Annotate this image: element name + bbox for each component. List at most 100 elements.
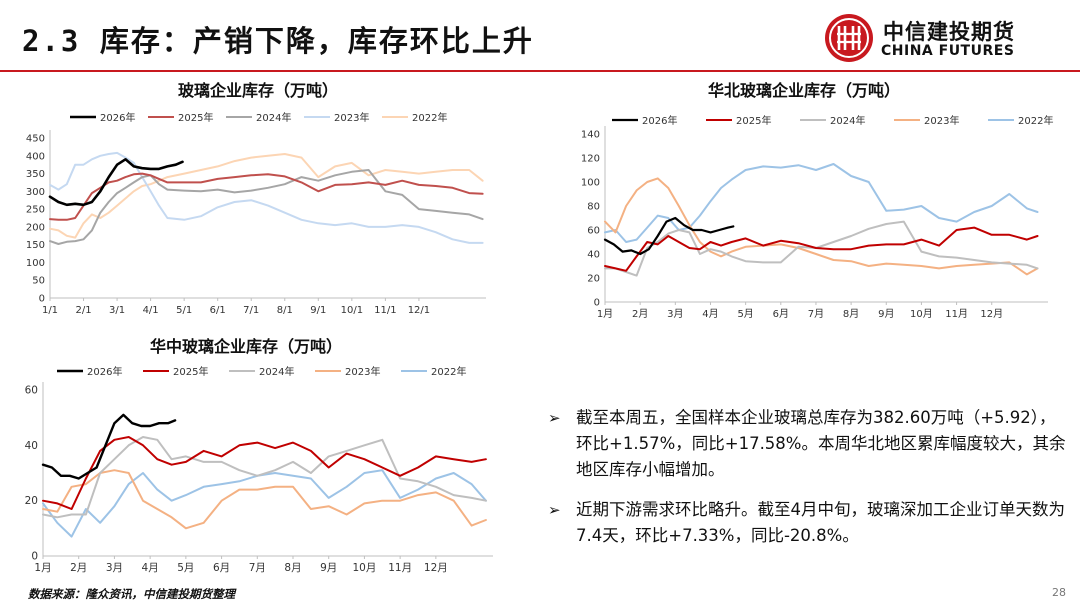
x-tick-label: 9月 [878,308,894,320]
legend-label: 2024年 [259,365,294,378]
x-tick-label: 11/1 [374,305,396,316]
x-tick-label: 1/1 [42,305,58,316]
y-tick-label: 60 [587,226,600,237]
series-line-2024年 [604,220,1039,277]
y-tick-label: 450 [26,134,45,145]
legend-label: 2025年 [178,111,213,124]
y-tick-label: 100 [26,258,45,269]
x-tick-label: 6/1 [210,305,226,316]
series-line-2026年 [48,158,184,207]
logo-text-cn: 中信建投期货 [883,20,1015,44]
company-logo: 中信建投期货 CHINA FUTURES [823,12,1067,64]
y-tick-label: 140 [581,130,600,141]
y-tick-label: 20 [587,274,600,285]
x-tick-label: 9/1 [310,305,326,316]
x-tick-label: 11月 [388,562,412,574]
commentary-text: 近期下游需求环比略升。截至4月中旬，玻璃深加工企业订单天数为7.4天，环比+7.… [576,500,1065,545]
x-tick-label: 7月 [808,308,824,320]
y-tick-label: 150 [26,240,45,251]
y-tick-label: 250 [26,205,45,216]
legend-label: 2023年 [334,111,369,124]
page-number: 28 [1052,586,1066,599]
legend-label: 2022年 [412,111,447,124]
legend-label: 2024年 [830,114,865,127]
x-tick-label: 2/1 [75,305,91,316]
chart-title: 华北玻璃企业库存（万吨） [708,81,900,100]
y-tick-label: 300 [26,187,45,198]
y-tick-label: 100 [581,178,600,189]
legend-label: 2022年 [1018,114,1053,127]
y-tick-label: 120 [581,154,600,165]
series-line-2023年 [49,151,484,244]
x-tick-label: 7月 [249,562,266,574]
series-line-2025年 [604,226,1039,272]
y-tick-label: 80 [587,202,600,213]
legend-label: 2025年 [736,114,771,127]
x-tick-label: 5月 [737,308,753,320]
legend-label: 2023年 [924,114,959,127]
x-tick-label: 3/1 [109,305,125,316]
commentary-text: 截至本周五，全国样本企业玻璃总库存为382.60万吨（+5.92），环比+1.5… [576,408,1066,479]
x-tick-label: 2月 [632,308,648,320]
series-line-2024年 [42,436,487,519]
x-tick-label: 6月 [213,562,230,574]
series-line-2022年 [604,163,1039,243]
series-line-2022年 [42,469,487,538]
y-tick-label: 40 [25,440,38,452]
x-tick-label: 9月 [320,562,337,574]
series-line-2025年 [42,436,487,510]
series-line-2024年 [49,169,484,245]
series-line-2022年 [49,153,484,239]
chart-north-china-inventory: 华北玻璃企业库存（万吨） 2026年 2025年 2024年 2023年 2022年 0 20… [560,76,1070,326]
commentary-item: ➢ 近期下游需求环比略升。截至4月中旬，玻璃深加工企业订单天数为7.4天，环比+… [548,497,1068,549]
x-tick-label: 12/1 [408,305,430,316]
x-tick-label: 6月 [773,308,789,320]
x-tick-label: 7/1 [243,305,259,316]
y-tick-label: 0 [594,298,600,309]
y-tick-label: 40 [587,250,600,261]
x-tick-label: 4月 [142,562,159,574]
y-tick-label: 50 [32,276,45,287]
header-divider [0,70,1080,72]
commentary-item: ➢ 截至本周五，全国样本企业玻璃总库存为382.60万吨（+5.92），环比+1… [548,405,1068,483]
chart-national-inventory: 玻璃企业库存（万吨） 2026年 2025年 2024年 2023年 2022年 0 50 10… [18,76,498,321]
logo-text-en: CHINA FUTURES [881,43,1015,59]
series-line-2023年 [604,177,1039,276]
legend-label: 2026年 [642,114,677,127]
x-tick-label: 10月 [352,562,376,574]
y-tick-label: 20 [25,495,38,507]
x-tick-label: 12月 [424,562,448,574]
x-tick-label: 1月 [597,308,613,320]
x-tick-label: 1月 [34,562,51,574]
y-tick-label: 200 [26,222,45,233]
logo-emblem-icon [825,14,873,62]
legend-label: 2022年 [431,365,466,378]
chart-title: 玻璃企业库存（万吨） [178,81,338,100]
y-tick-label: 0 [39,294,45,305]
y-tick-label: 60 [25,385,38,397]
y-tick-label: 350 [26,169,45,180]
x-tick-label: 2月 [70,562,87,574]
y-tick-label: 0 [31,551,38,563]
x-tick-label: 12月 [980,308,1003,320]
x-tick-label: 8月 [284,562,301,574]
x-tick-label: 5/1 [176,305,192,316]
series-line-2026年 [41,413,177,480]
x-tick-label: 5月 [177,562,194,574]
x-tick-label: 11月 [945,308,968,320]
series-line-2026年 [603,216,735,256]
legend-label: 2024年 [256,111,291,124]
x-tick-label: 10/1 [341,305,363,316]
legend-label: 2023年 [345,365,380,378]
chart-central-china-inventory: 华中玻璃企业库存（万吨） 2026年 2025年 2024年 2023年 2022年 0 20… [15,330,500,580]
x-tick-label: 8月 [843,308,859,320]
x-tick-label: 4/1 [143,305,159,316]
x-tick-label: 8/1 [277,305,293,316]
x-tick-label: 3月 [667,308,683,320]
data-source: 数据来源：隆众资讯，中信建投期货整理 [28,587,235,601]
page-title: 2.3 库存：产销下降，库存环比上升 [22,24,534,58]
series-line-2023年 [42,469,487,530]
arrow-bullet-icon: ➢ [548,501,561,519]
chart-title: 华中玻璃企业库存（万吨） [150,337,342,356]
x-tick-label: 4月 [702,308,718,320]
